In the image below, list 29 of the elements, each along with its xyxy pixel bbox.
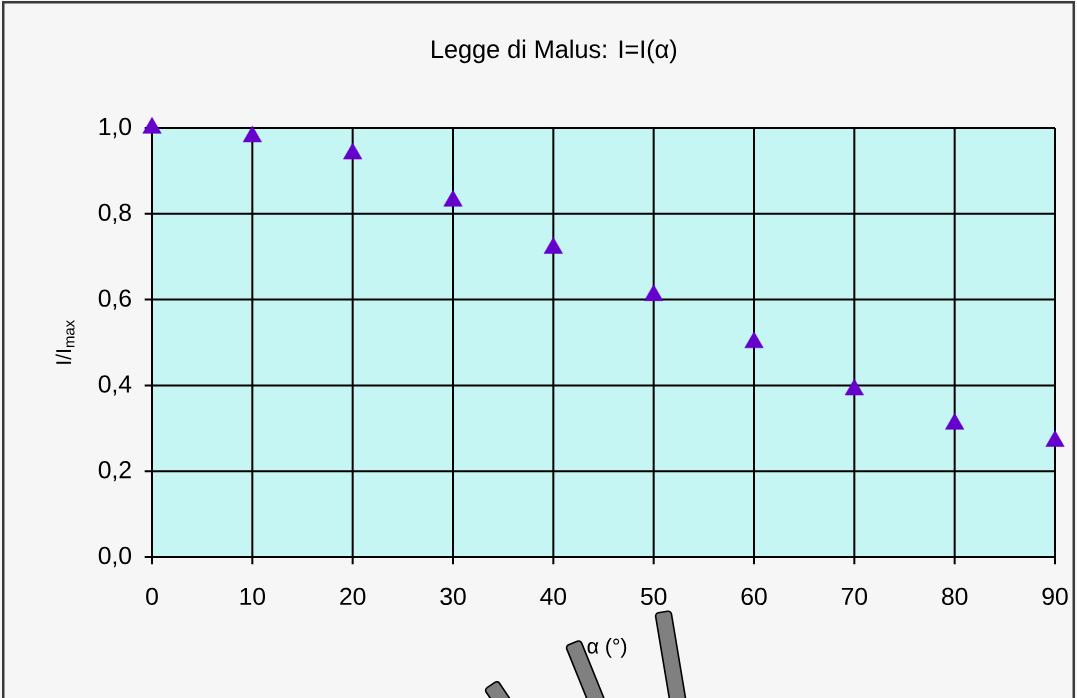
y-tick-label: 1,0 <box>99 117 132 139</box>
y-axis-title: I/I$_{max}$ <box>55 320 75 364</box>
point <box>343 142 363 160</box>
x-tick-label: 50 <box>640 587 667 606</box>
point <box>142 117 162 134</box>
point <box>844 378 864 396</box>
point <box>543 237 563 254</box>
x-tick-label: 70 <box>841 587 868 606</box>
chart-title: Legge di Malus: I=I(α) <box>432 39 677 64</box>
x-tick-label: 90 <box>1042 587 1068 606</box>
x-tick-label: 80 <box>942 587 968 606</box>
x-tick-label: 10 <box>240 587 266 606</box>
point <box>744 331 764 349</box>
point <box>443 189 463 207</box>
point <box>945 413 965 430</box>
point <box>1045 430 1065 447</box>
y-tick-label: 0,6 <box>98 289 131 310</box>
x-tick-label: 30 <box>440 587 466 606</box>
point <box>644 284 664 301</box>
x-tick-label: 40 <box>540 587 567 606</box>
y-tick-label: 0,2 <box>98 461 131 482</box>
x-tick-label: 0 <box>146 587 158 606</box>
x-tick-label: 60 <box>741 587 767 606</box>
x-axis-title: α (°) <box>587 638 627 658</box>
x-tick-label: 20 <box>340 587 366 606</box>
y-tick-label: 0,0 <box>98 546 132 568</box>
y-tick-label: 0,8 <box>98 203 131 224</box>
y-tick-label: 0,4 <box>98 375 132 396</box>
point <box>242 125 262 143</box>
